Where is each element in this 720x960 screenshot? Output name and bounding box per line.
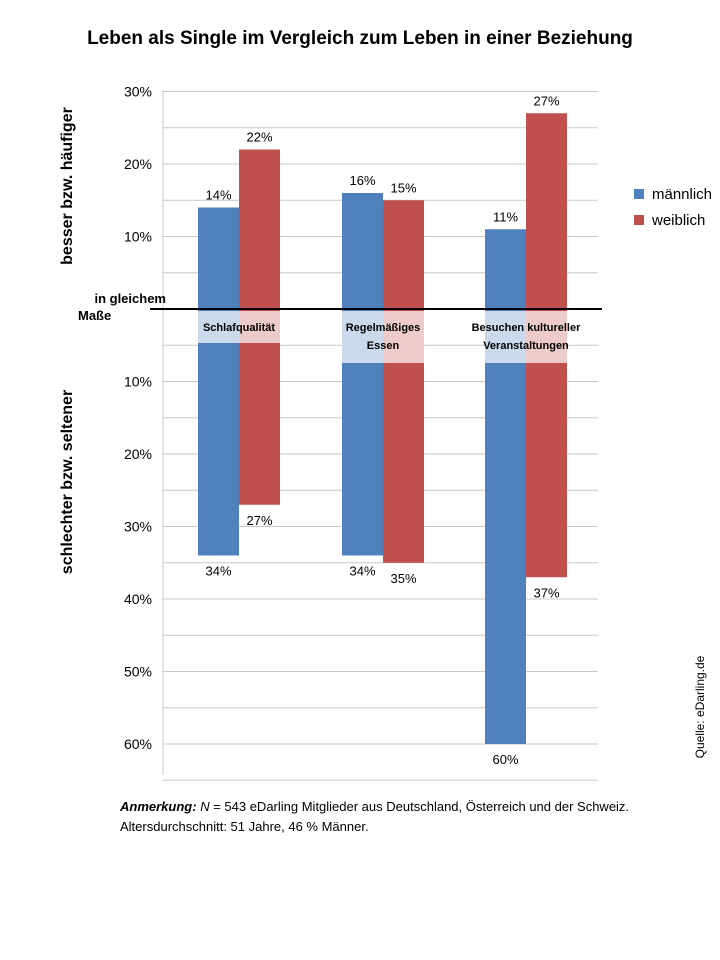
data-label: 16%	[349, 173, 375, 188]
baseline-label-line2: Maße	[78, 308, 112, 323]
legend-label-male: männlich	[652, 186, 713, 203]
data-label: 22%	[246, 130, 272, 145]
legend-item-female: weiblich	[634, 212, 705, 229]
y-tick-label: 20%	[124, 446, 152, 462]
category-label: Veranstaltungen	[483, 340, 569, 352]
data-label: 60%	[492, 752, 518, 767]
data-label: 11%	[493, 209, 518, 224]
data-label: 27%	[533, 93, 559, 108]
y-tick-label: 10%	[124, 374, 152, 390]
y-tick-label: 10%	[124, 229, 152, 245]
bar-male-better	[198, 207, 239, 309]
category-label-box	[342, 311, 424, 363]
category-label-box	[198, 311, 280, 343]
bar-female-better	[239, 149, 280, 309]
category-label: Besuchen kultureller	[472, 322, 582, 334]
y-tick-label: 60%	[124, 736, 152, 752]
data-label: 35%	[390, 571, 416, 586]
y-axis-label-better: besser bzw. häufiger	[59, 107, 76, 265]
category-label: Essen	[367, 340, 400, 352]
bar-male-better	[342, 193, 383, 309]
category-label: Regelmäßiges	[346, 322, 421, 334]
footnote-n-symbol: N	[200, 799, 210, 814]
bar-female-better	[526, 113, 567, 309]
data-label: 27%	[246, 513, 272, 528]
legend-label-female: weiblich	[652, 212, 706, 229]
data-label: 34%	[205, 564, 231, 579]
y-tick-label: 30%	[124, 84, 152, 100]
data-label: 34%	[349, 564, 375, 579]
legend-swatch-female	[634, 215, 644, 225]
category-label-box	[485, 311, 567, 363]
bar-male-worse	[198, 309, 239, 556]
legend-swatch-male	[634, 189, 644, 199]
source-note: Quelle: eDarling.de	[693, 655, 707, 759]
footnote-text: = 543 eDarling Mitglieder aus Deutschlan…	[120, 799, 630, 834]
data-label: 15%	[390, 180, 416, 195]
footnote-lead: Anmerkung:	[120, 799, 197, 814]
footnote: Anmerkung: N = 543 eDarling Mitglieder a…	[120, 797, 660, 837]
data-label: 37%	[533, 585, 559, 600]
y-axis-label-worse: schlechter bzw. seltener	[59, 389, 76, 575]
y-tick-label: 40%	[124, 591, 152, 607]
bar-male-worse	[485, 309, 526, 744]
baseline-label: in gleichem Maße	[60, 290, 170, 324]
y-tick-label: 30%	[124, 519, 152, 535]
baseline-label-line1: in gleichem	[94, 291, 166, 306]
data-label: 14%	[205, 188, 231, 203]
category-label: Schlafqualität	[203, 322, 275, 334]
bar-female-better	[383, 200, 424, 309]
y-tick-label: 20%	[124, 156, 152, 172]
y-tick-label: 50%	[124, 664, 152, 680]
legend-item-male: männlich	[634, 186, 712, 203]
chart-title: Leben als Single im Vergleich zum Leben …	[87, 28, 633, 49]
bar-male-better	[485, 229, 526, 309]
